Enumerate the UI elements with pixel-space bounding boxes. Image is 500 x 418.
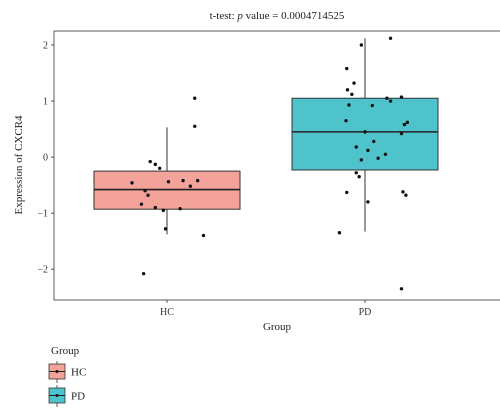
data-point-pd — [385, 96, 389, 100]
data-point-pd — [345, 66, 349, 71]
legend-key-hc — [48, 361, 66, 383]
legend: Group HC PD — [48, 345, 86, 407]
x-tick-label: PD — [359, 307, 372, 318]
legend-entries: HC PD — [48, 361, 86, 407]
data-point-pd — [354, 145, 358, 149]
data-point-pd — [366, 148, 370, 153]
x-tick-label: HC — [160, 307, 174, 318]
data-point-hc — [153, 162, 158, 167]
data-point-pd — [388, 36, 393, 40]
data-point-pd — [405, 120, 410, 125]
data-point-hc — [188, 184, 193, 188]
data-point-pd — [370, 103, 374, 108]
data-point-hc — [193, 96, 197, 100]
chart-title: t-test: p value = 0.0004714525 — [210, 10, 345, 22]
legend-title: Group — [51, 345, 80, 357]
y-axis: −2 −1 0 1 2 — [37, 41, 54, 276]
y-axis-title: Expression of CXCR4 — [13, 115, 25, 215]
data-point-pd — [404, 193, 408, 197]
legend-label-pd: PD — [71, 391, 85, 403]
title-prefix: t-test: — [210, 10, 238, 22]
data-point-hc — [195, 178, 200, 183]
data-point-pd — [372, 139, 376, 144]
data-point-pd — [399, 287, 404, 291]
data-point-pd — [399, 95, 404, 99]
data-point-hc — [161, 208, 166, 213]
data-point-pd — [402, 122, 407, 127]
y-tick-label: −1 — [37, 209, 48, 220]
points-layer — [130, 36, 410, 291]
data-point-pd — [337, 231, 342, 235]
data-point-hc — [158, 166, 162, 171]
data-point-hc — [163, 227, 168, 231]
data-point-pd — [354, 171, 358, 175]
data-point-pd — [350, 92, 354, 97]
boxes-layer — [93, 38, 439, 235]
box-pd — [291, 97, 439, 171]
data-point-hc — [141, 271, 146, 276]
data-point-pd — [366, 200, 370, 204]
data-point-hc — [201, 233, 206, 238]
data-point-hc — [178, 206, 182, 211]
x-axis-title: Group — [263, 321, 292, 333]
data-point-pd — [347, 103, 351, 107]
y-tick-label: 0 — [43, 153, 48, 164]
data-point-hc — [166, 180, 171, 184]
y-tick-label: 1 — [43, 97, 48, 108]
data-point-hc — [139, 202, 144, 206]
data-point-pd — [401, 190, 405, 194]
data-point-hc — [181, 178, 185, 183]
legend-label-hc: HC — [71, 367, 86, 379]
y-tick-label: 2 — [43, 41, 48, 52]
data-point-hc — [153, 205, 158, 210]
data-point-pd — [345, 190, 349, 195]
y-tick-label: −2 — [37, 265, 48, 276]
data-point-hc — [146, 193, 150, 197]
data-point-hc — [193, 124, 197, 128]
data-point-pd — [383, 152, 388, 156]
data-point-pd — [388, 99, 393, 103]
data-point-pd — [359, 43, 364, 47]
data-point-hc — [130, 181, 134, 185]
data-point-hc — [143, 189, 147, 193]
x-axis: HC PD — [160, 300, 371, 318]
data-point-pd — [357, 175, 361, 179]
legend-key-pd — [48, 385, 66, 407]
data-point-pd — [344, 118, 348, 123]
data-point-pd — [376, 156, 380, 160]
data-point-pd — [359, 158, 364, 162]
data-point-pd — [352, 81, 356, 85]
data-point-hc — [148, 159, 152, 164]
data-point-pd — [363, 130, 367, 134]
data-point-pd — [399, 131, 404, 136]
data-point-pd — [345, 88, 350, 92]
title-suffix: value = 0.0004714525 — [243, 10, 345, 22]
title-p: p — [236, 10, 243, 22]
